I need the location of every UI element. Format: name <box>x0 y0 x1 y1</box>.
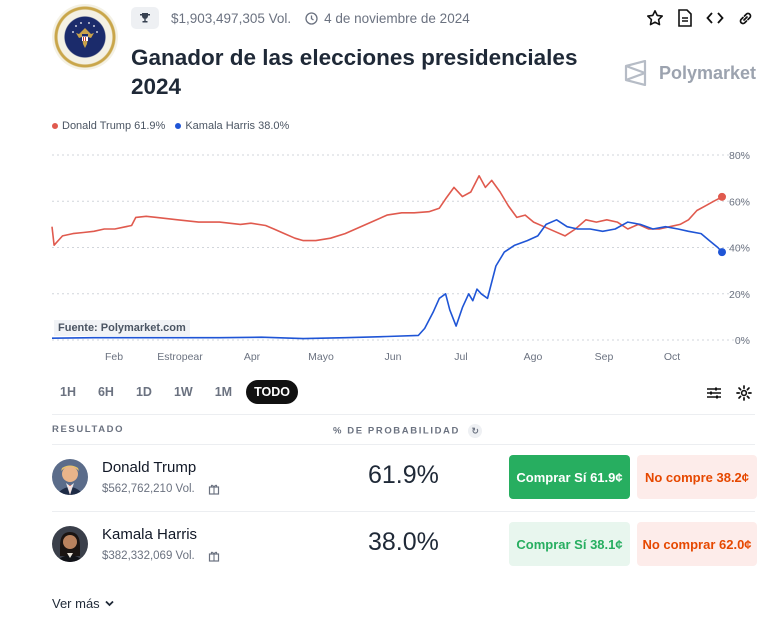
y-tick-label: 80% <box>729 150 750 162</box>
probability-value: 38.0% <box>368 528 439 556</box>
brand-name: Polymarket <box>659 62 757 83</box>
probability-value: 61.9% <box>368 461 439 489</box>
buy-no-button[interactable]: No compre 38.2¢ <box>637 455 757 499</box>
chart-source: Fuente: Polymarket.com <box>54 320 190 336</box>
legend-item-trump: Donald Trump 61.9% <box>52 120 165 132</box>
polymarket-brand: Polymarket <box>623 60 756 86</box>
y-tick-label: 40% <box>729 243 750 255</box>
see-more-link[interactable]: Ver más <box>52 596 115 611</box>
column-header-probability: % DE PROBABILIDAD ↻ <box>333 424 483 438</box>
clock-icon <box>305 11 318 25</box>
x-tick-label: Oct <box>664 351 680 363</box>
x-tick-label: Apr <box>244 351 261 363</box>
see-more-label: Ver más <box>52 596 100 611</box>
candidate-name[interactable]: Donald Trump <box>102 459 197 476</box>
gift-icon[interactable] <box>207 549 221 563</box>
divider <box>52 414 755 415</box>
chart-legend: Donald Trump 61.9% Kamala Harris 38.0% <box>52 120 289 132</box>
range-1m[interactable]: 1M <box>214 385 233 399</box>
outcome-row-harris: Kamala Harris $382,332,069 Vol. 38.0% Co… <box>52 511 757 577</box>
presidential-seal-logo <box>52 4 118 70</box>
buy-yes-button[interactable]: Comprar Sí 61.9¢ <box>509 455 630 499</box>
column-header-outcome: RESULTADO <box>52 424 125 435</box>
legend-dot-trump <box>52 123 58 129</box>
range-1w[interactable]: 1W <box>173 385 193 399</box>
candidate-name[interactable]: Kamala Harris <box>102 526 198 543</box>
y-tick-label: 0% <box>735 335 750 347</box>
range-1h[interactable]: 1H <box>60 385 76 399</box>
link-icon[interactable] <box>735 8 755 28</box>
candidate-volume: $382,332,069 Vol. <box>102 549 221 563</box>
buy-yes-button[interactable]: Comprar Sí 38.1¢ <box>509 522 630 566</box>
candidate-volume-value: $382,332,069 Vol. <box>102 550 195 562</box>
chart-tools <box>705 384 753 402</box>
page-title: Ganador de las elecciones presidenciales… <box>131 45 578 99</box>
avatar-trump <box>52 459 88 495</box>
legend-label-harris: Kamala Harris 38.0% <box>185 120 290 132</box>
total-volume: $1,903,497,305 Vol. <box>171 10 292 26</box>
end-date: 4 de noviembre de 2024 <box>324 10 470 26</box>
x-tick-label: Mayo <box>308 351 334 363</box>
market-actions <box>645 8 755 28</box>
chevron-down-icon <box>105 600 114 607</box>
x-tick-label: Jun <box>385 351 402 363</box>
range-1d[interactable]: 1D <box>135 385 152 399</box>
legend-label-trump: Donald Trump 61.9% <box>62 120 166 132</box>
outcome-row-trump: Donald Trump $562,762,210 Vol. 61.9% Com… <box>52 444 757 510</box>
y-tick-label: 20% <box>729 289 750 301</box>
x-tick-label: Sep <box>595 351 614 363</box>
document-icon[interactable] <box>675 8 695 28</box>
divider <box>52 511 755 512</box>
sliders-icon[interactable] <box>705 384 723 402</box>
x-tick-label: Jul <box>454 351 467 363</box>
polymarket-logo-icon <box>624 60 647 86</box>
candidate-volume-value: $562,762,210 Vol. <box>102 483 195 495</box>
x-tick-label: Feb <box>105 351 123 363</box>
gift-icon[interactable] <box>207 482 221 496</box>
market-meta: $1,903,497,305 Vol. 4 de noviembre de 20… <box>131 7 470 29</box>
divider <box>52 444 755 445</box>
code-icon[interactable] <box>705 8 725 28</box>
column-header-probability-label: % DE PROBABILIDAD <box>333 425 460 437</box>
avatar-harris <box>52 526 88 562</box>
legend-dot-harris <box>175 123 182 129</box>
range-todo[interactable]: TODO <box>246 380 298 404</box>
series-line-0 <box>51 175 723 246</box>
legend-item-harris: Kamala Harris 38.0% <box>175 120 289 132</box>
gear-icon[interactable] <box>735 384 753 402</box>
series-endpoint-0 <box>718 192 726 201</box>
refresh-icon[interactable]: ↻ <box>468 424 483 438</box>
buy-no-button[interactable]: No comprar 62.0¢ <box>637 522 757 566</box>
star-icon[interactable] <box>645 8 665 28</box>
y-tick-label: 60% <box>729 196 750 208</box>
range-6h[interactable]: 6H <box>97 385 114 399</box>
time-range-selector: 1H 6H 1D 1W 1M TODO <box>52 380 298 404</box>
trophy-icon <box>131 7 159 29</box>
candidate-volume: $562,762,210 Vol. <box>102 482 221 496</box>
series-line-1 <box>51 219 723 340</box>
x-tick-label: Ago <box>524 351 543 363</box>
probability-chart[interactable]: 0% 20% 40% 60% 80% Feb Estropear Apr Mayo Jun Jul A… <box>0 140 773 370</box>
x-tick-label: Estropear <box>157 351 203 363</box>
series-endpoint-1 <box>718 248 726 257</box>
